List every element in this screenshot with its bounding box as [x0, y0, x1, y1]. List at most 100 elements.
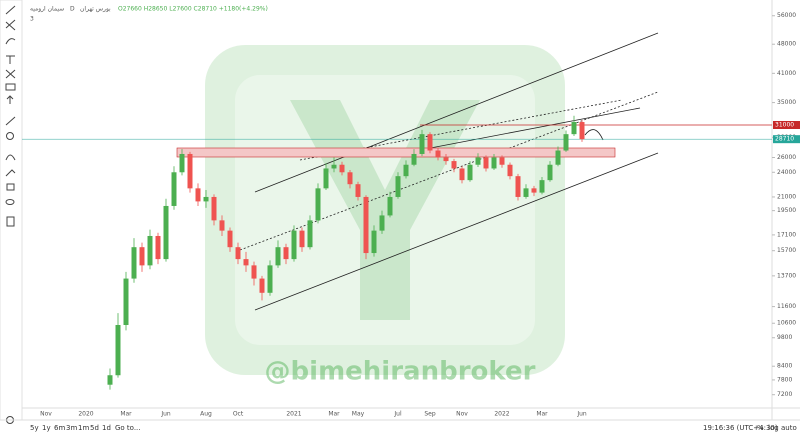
- tool[interactable]: [5, 69, 16, 79]
- tool[interactable]: [5, 5, 16, 15]
- y-tick-label: 21000: [777, 193, 796, 200]
- percent-toggle[interactable]: %: [757, 424, 764, 432]
- candle-body: [243, 259, 249, 266]
- tool[interactable]: [5, 38, 16, 45]
- resistance-label: 31000: [775, 121, 794, 128]
- ohlc: O27660 H28650 L27600 C28710 +1180(+4.29%…: [118, 6, 268, 13]
- candle-body: [339, 164, 345, 173]
- tool[interactable]: [5, 169, 16, 177]
- candle-body: [315, 188, 321, 221]
- y-tick-label: 7200: [777, 391, 792, 398]
- y-tick-label: 13700: [777, 272, 796, 279]
- candle-body: [395, 176, 401, 197]
- x-tick-label: Nov: [456, 411, 468, 418]
- y-tick-label: 41000: [777, 70, 796, 77]
- y-tick-label: 26000: [777, 154, 796, 161]
- candle-body: [507, 164, 513, 177]
- candle-body: [347, 172, 353, 185]
- tool[interactable]: [6, 55, 15, 64]
- clock: 19:16:36 (UTC+4:30): [703, 424, 778, 432]
- tool[interactable]: [6, 132, 14, 140]
- candle-body: [491, 157, 497, 169]
- candle-body: [187, 153, 193, 189]
- x-tick-label: Mar: [120, 411, 132, 418]
- candle-body: [387, 196, 393, 216]
- candle-body: [211, 196, 217, 221]
- range-button[interactable]: 1y: [42, 424, 51, 432]
- x-tick-label: Oct: [233, 411, 244, 418]
- candle-body: [227, 230, 233, 248]
- tool[interactable]: [5, 83, 16, 91]
- candle-body: [283, 247, 289, 260]
- tool[interactable]: [5, 116, 16, 126]
- candle-body: [179, 153, 185, 173]
- y-tick-label: 8400: [777, 363, 792, 370]
- auto-toggle[interactable]: auto: [781, 424, 797, 432]
- candle-body: [235, 247, 241, 260]
- tool[interactable]: [5, 19, 16, 31]
- log-toggle[interactable]: log: [768, 424, 779, 432]
- x-tick-label: Jun: [160, 411, 171, 418]
- range-button[interactable]: 3m: [66, 424, 77, 432]
- range-button[interactable]: 5y: [30, 424, 39, 432]
- price-tag: [773, 135, 800, 144]
- x-tick-label: 2021: [286, 411, 301, 418]
- tool[interactable]: [5, 199, 15, 205]
- x-tick-label: Aug: [200, 411, 212, 418]
- goto[interactable]: Go to...: [115, 424, 141, 432]
- range-button[interactable]: 1m: [78, 424, 89, 432]
- candle-body: [163, 205, 169, 260]
- x-tick-label: Mar: [536, 411, 548, 418]
- candle-body: [419, 134, 425, 154]
- x-tick-label: 2020: [78, 411, 93, 418]
- candle-body: [363, 196, 369, 254]
- candle-body: [515, 176, 521, 197]
- tool[interactable]: [5, 154, 16, 161]
- candle-body: [331, 164, 337, 169]
- candle-body: [523, 188, 529, 197]
- resistance-zone: [176, 147, 616, 158]
- x-tick-label: Nov: [40, 411, 52, 418]
- candle-body: [291, 230, 297, 260]
- candle-body: [443, 157, 449, 162]
- candle-body: [539, 180, 545, 193]
- symbol: سیمان ارومیه: [30, 6, 64, 13]
- candle-body: [555, 150, 561, 165]
- range-button[interactable]: 1d: [102, 424, 111, 432]
- candle-body: [531, 188, 537, 193]
- y-tick-label: 19500: [777, 207, 796, 214]
- y-tick-label: 24000: [777, 169, 796, 176]
- candle-body: [475, 157, 481, 165]
- candle-body: [203, 196, 209, 202]
- x-tick-label: Sep: [424, 411, 436, 418]
- tool[interactable]: [6, 183, 15, 191]
- candle-body: [427, 134, 433, 151]
- range-button[interactable]: 6m: [54, 424, 65, 432]
- candle-body: [115, 325, 121, 376]
- y-tick-label: 35000: [777, 99, 796, 106]
- candle-body: [107, 375, 113, 385]
- price-tag: [773, 120, 800, 129]
- candle-body: [459, 168, 465, 181]
- candle-body: [563, 134, 569, 151]
- tool[interactable]: [6, 216, 15, 227]
- candle-body: [323, 168, 329, 189]
- candle-body: [547, 164, 553, 181]
- x-tick-label: Jul: [393, 411, 402, 418]
- candle-body: [435, 150, 441, 158]
- candle-body: [267, 265, 273, 293]
- candle-body: [219, 220, 225, 231]
- x-tick-label: May: [352, 411, 365, 418]
- drawing: [239, 32, 659, 311]
- candle-body: [499, 157, 505, 165]
- exchange: بورس تهران: [80, 6, 111, 13]
- range-button[interactable]: 5d: [90, 424, 99, 432]
- candle-body: [483, 157, 489, 169]
- tool[interactable]: [6, 95, 14, 104]
- last-price-label: 28710: [775, 136, 794, 143]
- candle-body: [355, 184, 361, 197]
- candle-body: [379, 215, 385, 231]
- candle-body: [579, 122, 585, 140]
- x-tick-label: 2022: [494, 411, 509, 418]
